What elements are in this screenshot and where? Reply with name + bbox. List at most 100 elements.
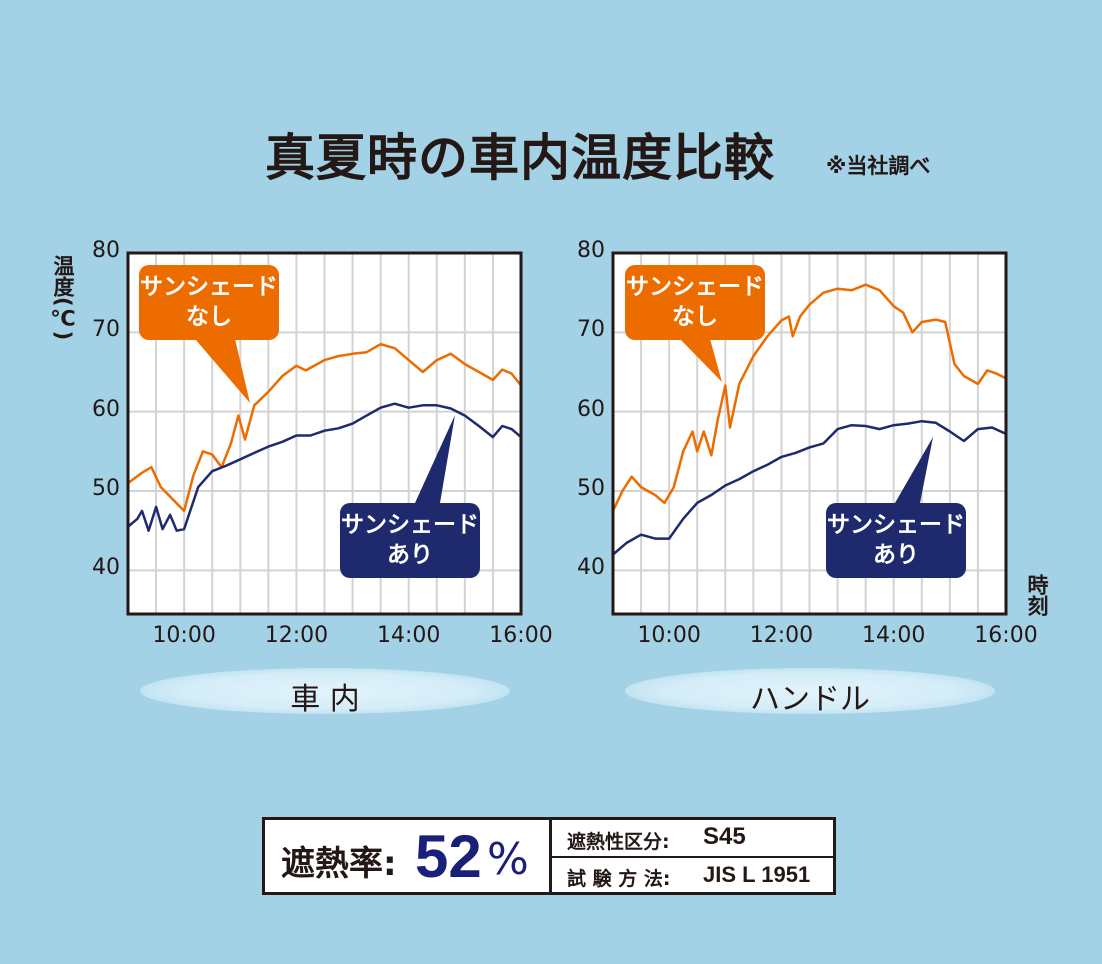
data-point (808, 303, 811, 306)
data-point (183, 528, 185, 530)
data-point (478, 425, 480, 427)
divider (549, 817, 552, 895)
data-point (935, 421, 937, 424)
data-point (230, 442, 232, 445)
y-tick-label: 50 (92, 476, 120, 502)
callout-line2: なし (672, 304, 718, 330)
chart-title-cabin: 車 内 (290, 682, 360, 717)
y-tick-label: 70 (92, 317, 120, 343)
data-point (717, 418, 719, 421)
data-point (323, 429, 326, 432)
data-point (738, 383, 741, 385)
data-point (202, 450, 204, 453)
data-point (155, 506, 157, 508)
data-point (963, 440, 965, 442)
data-point (379, 343, 382, 346)
data-point (780, 319, 783, 322)
x-axis-label: 時刻 (1025, 574, 1049, 616)
data-point (141, 471, 143, 474)
data-point (794, 452, 797, 454)
data-point (244, 438, 246, 441)
callout-pointer (680, 339, 722, 382)
y-axis-label: 温度(℃) (51, 255, 75, 341)
data-point (147, 529, 150, 532)
data-point (211, 453, 214, 456)
callout-pointer (415, 415, 455, 503)
data-point (986, 369, 989, 372)
data-point (836, 287, 839, 290)
data-point (464, 414, 466, 417)
data-point (850, 424, 853, 426)
y-tick-label: 80 (577, 238, 605, 263)
data-point (920, 321, 923, 323)
x-tick-label: 10:00 (637, 623, 701, 648)
data-point (752, 470, 755, 472)
data-point (183, 510, 185, 512)
data-point (944, 321, 946, 323)
data-point (295, 364, 298, 367)
data-point (407, 406, 410, 409)
data-point (977, 428, 979, 430)
data-point (192, 474, 195, 476)
callout-label-with-shade: サンシェード あり (826, 503, 966, 578)
data-point (878, 289, 881, 292)
data-point (159, 486, 162, 488)
callout-pointer (195, 339, 250, 403)
data-point (663, 502, 666, 504)
data-point (281, 441, 284, 443)
page-title: 真夏時の車内温度比較 (265, 129, 775, 187)
data-point (799, 315, 801, 318)
y-tick-label: 40 (577, 555, 605, 581)
y-tick-label: 70 (577, 317, 605, 343)
x-tick-label: 16:00 (489, 623, 553, 648)
method-label: 試 験 方 法: (567, 868, 671, 890)
y-tick-label: 60 (92, 396, 120, 422)
callout-pointer (895, 437, 933, 503)
data-point (963, 375, 965, 377)
data-point (379, 406, 382, 409)
data-point (464, 363, 466, 365)
y-tick-label: 60 (577, 396, 605, 422)
data-point (766, 335, 769, 338)
data-point (892, 305, 895, 307)
data-point (351, 352, 354, 355)
data-point (977, 383, 979, 385)
data-point (724, 384, 727, 387)
class-value: S45 (703, 823, 746, 850)
data-point (640, 533, 642, 536)
data-point (337, 355, 340, 357)
x-tick-label: 12:00 (264, 623, 329, 648)
data-point (864, 425, 867, 427)
data-point (892, 424, 895, 426)
rate-label: 遮熱率: (281, 844, 397, 884)
data-point (309, 434, 312, 437)
data-point (478, 371, 480, 373)
data-point (295, 434, 298, 437)
x-tick-label: 14:00 (862, 623, 926, 648)
data-point (421, 371, 424, 373)
data-point (304, 369, 307, 372)
callout-label-with-shade: サンシェード あり (340, 503, 480, 578)
data-point (141, 510, 143, 512)
data-point (788, 315, 790, 318)
data-point (621, 490, 624, 492)
data-point (710, 494, 713, 496)
data-point (253, 452, 256, 454)
data-point (780, 456, 783, 458)
data-point (935, 318, 937, 321)
data-point (702, 430, 705, 433)
data-point (211, 470, 214, 472)
data-point (407, 359, 410, 361)
y-tick-label: 80 (92, 238, 120, 263)
class-label: 遮熱性区分: (567, 831, 670, 853)
data-point (501, 368, 504, 371)
data-point (337, 427, 340, 430)
data-point (365, 414, 368, 417)
data-point (435, 359, 438, 361)
data-point (435, 404, 438, 407)
callout-line1: サンシェード (626, 274, 764, 300)
data-point (691, 430, 694, 433)
data-point (492, 436, 494, 438)
callout-line2: なし (186, 304, 232, 330)
data-point (351, 422, 354, 425)
